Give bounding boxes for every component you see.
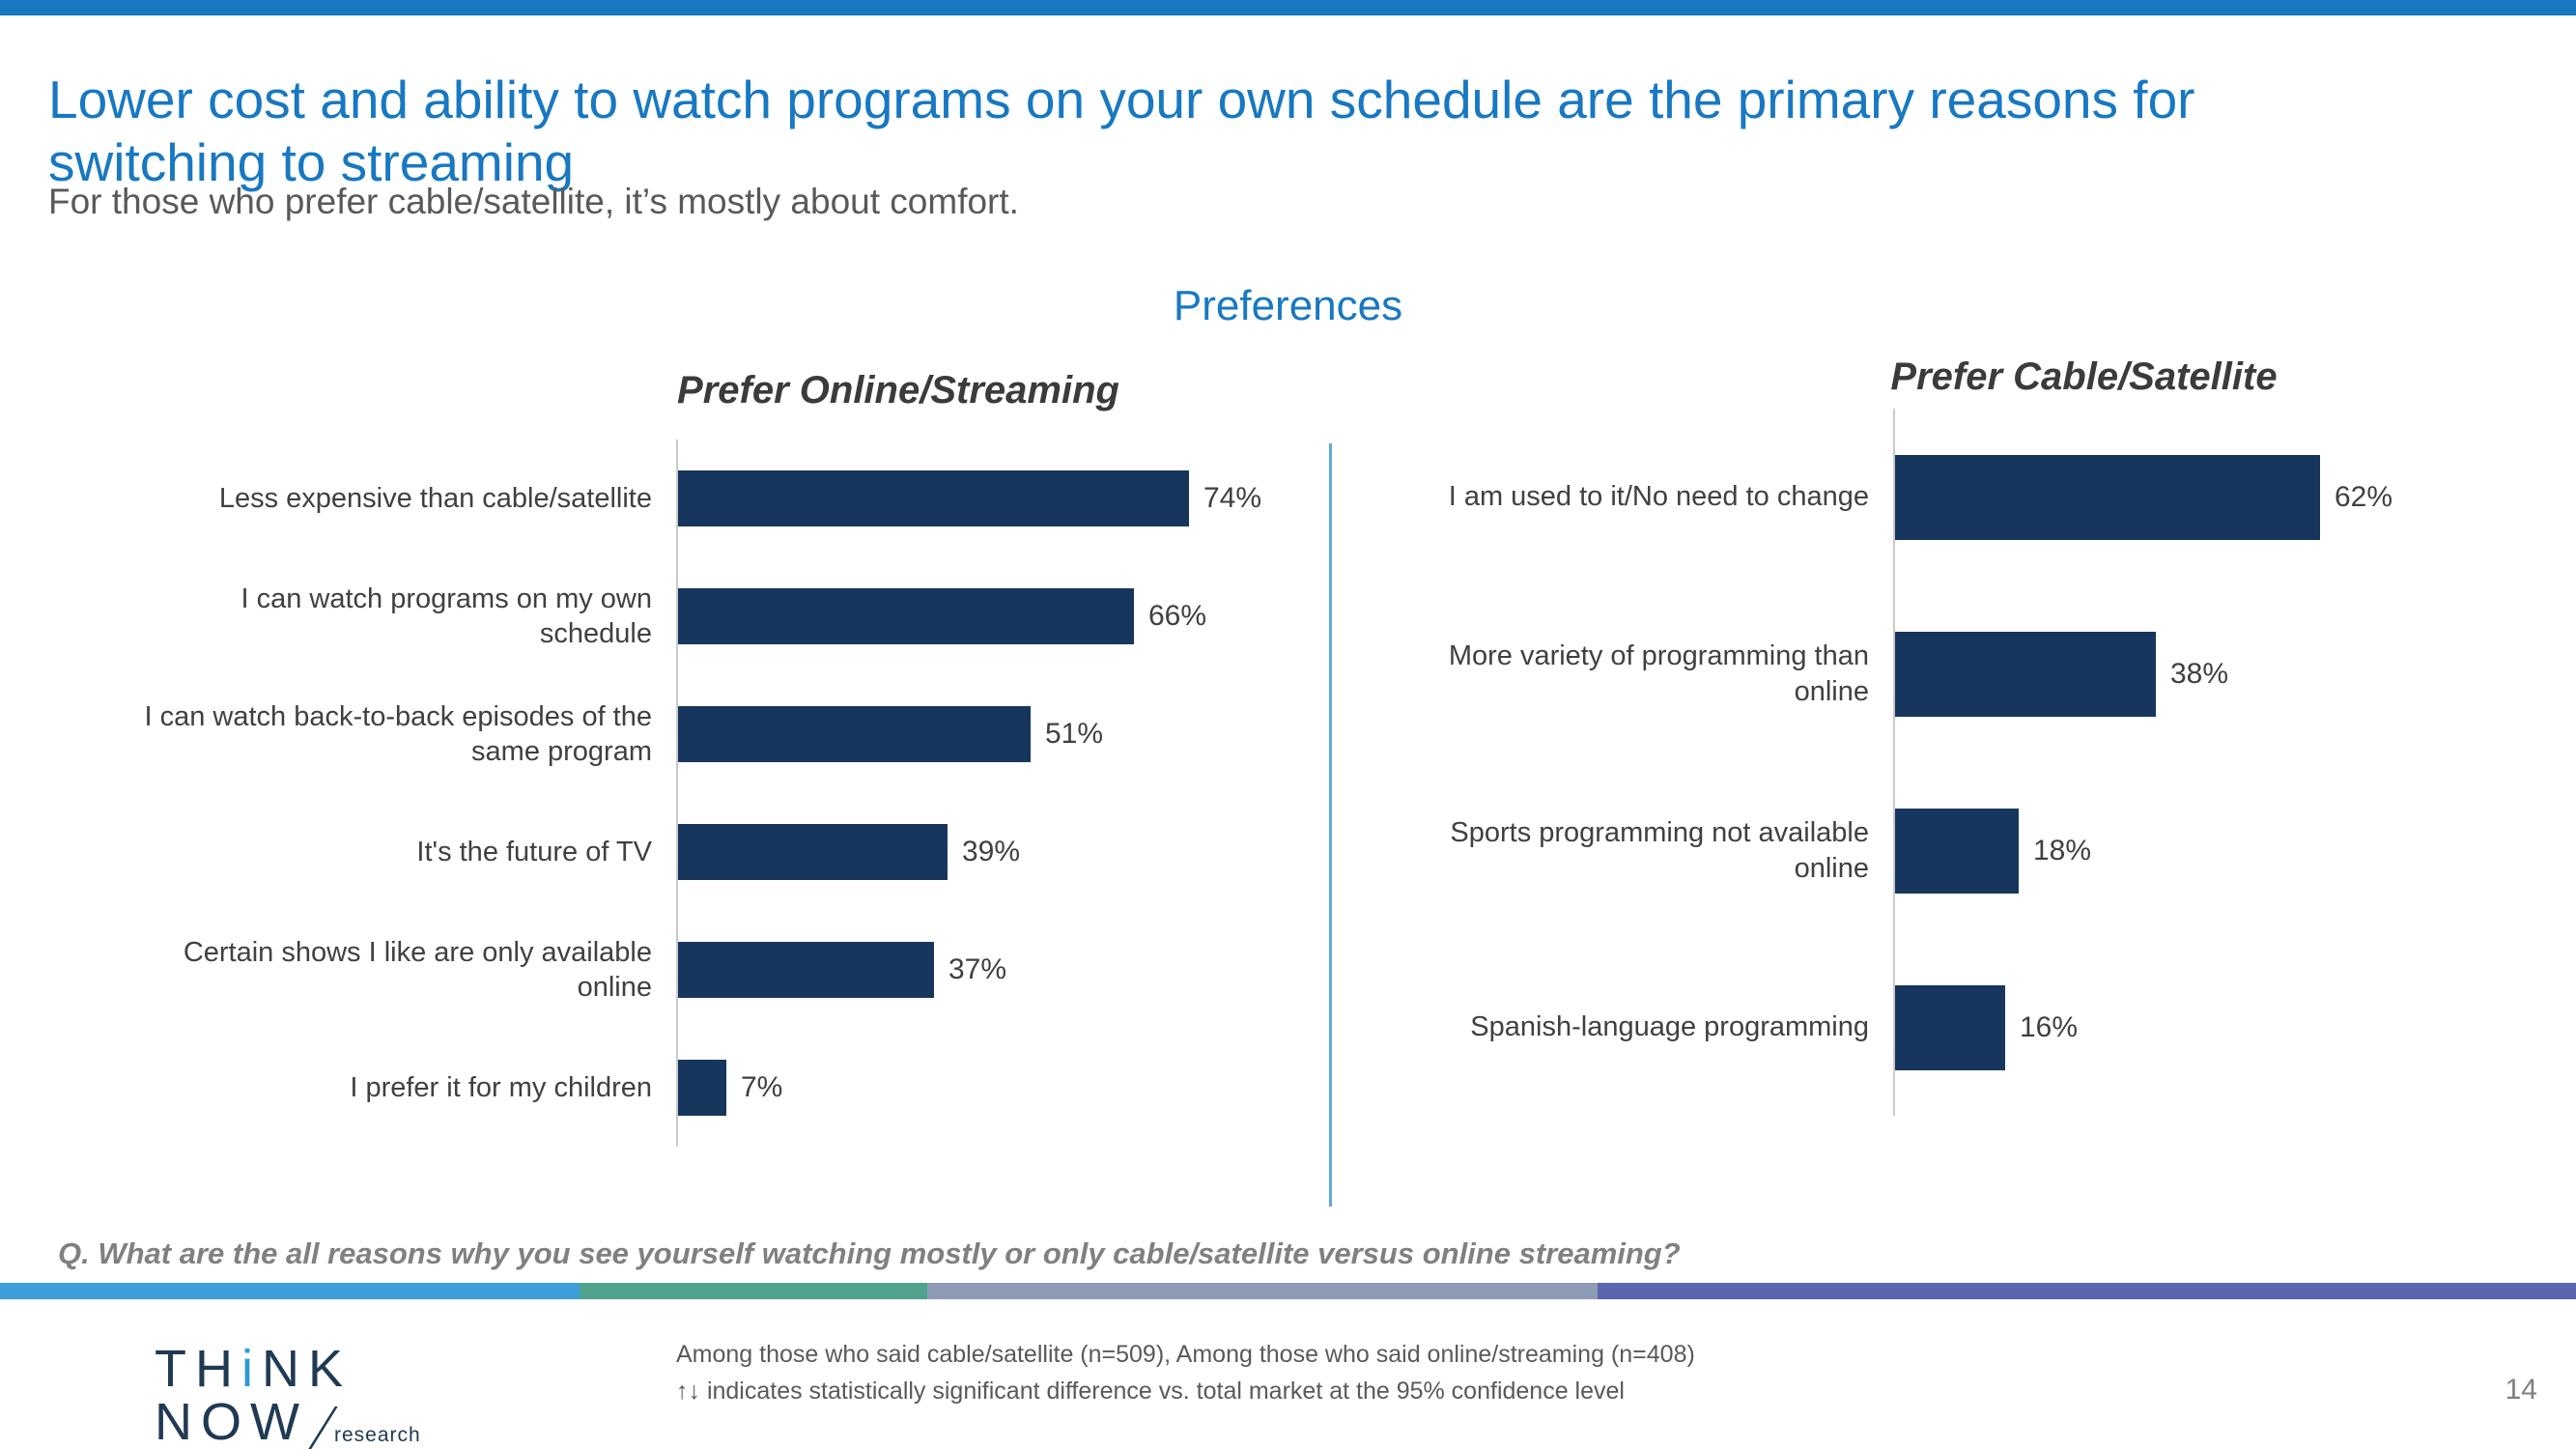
value-label: 51%	[1045, 718, 1104, 750]
value-label: 66%	[1148, 600, 1207, 632]
category-label: I am used to it/No need to change	[1448, 481, 1869, 513]
bar-zone: 37%	[676, 911, 1006, 1029]
bar	[678, 470, 1189, 526]
footnote-significance: ↑↓ indicates statistically significant d…	[676, 1377, 1625, 1405]
value-label: 38%	[2170, 657, 2229, 690]
value-label: 37%	[948, 953, 1007, 985]
bar-zone: 38%	[1893, 585, 2228, 762]
category-label: It's the future of TV	[416, 836, 652, 867]
bar	[1895, 454, 2320, 540]
logo-research-label: research	[333, 1423, 421, 1446]
logo-line2: NOW research	[155, 1393, 421, 1449]
category-label: I prefer it for my children	[350, 1071, 652, 1103]
accent-bar-segment	[927, 1283, 1598, 1299]
bar-zone: 66%	[676, 557, 1206, 675]
slide-subtitle: For those who prefer cable/satellite, it…	[48, 182, 1019, 221]
bar-zone: 18%	[1893, 762, 2091, 939]
survey-question: Q. What are the all reasons why you see …	[58, 1236, 1681, 1270]
chart-row: I prefer it for my children 7%	[126, 1029, 1261, 1147]
chart-title-online-streaming: Prefer Online/Streaming	[677, 369, 1119, 412]
value-label: 16%	[2020, 1010, 2079, 1043]
chart-row: I can watch back-to-back episodes of the…	[126, 675, 1261, 793]
chart-row: More variety of programming than online 3…	[1405, 585, 2392, 762]
accent-bar-segment	[0, 1283, 580, 1299]
footnotes: Among those who said cable/satellite (n=…	[676, 1337, 1695, 1409]
chart-row: I can watch programs on my own schedule 6…	[126, 557, 1261, 675]
chart-online-streaming: Less expensive than cable/satellite 74% I …	[126, 440, 1261, 1147]
footnote-sample-sizes: Among those who said cable/satellite (n=…	[676, 1341, 1695, 1368]
logo-line1: THiNK	[155, 1340, 352, 1398]
chart-row: Less expensive than cable/satellite 74%	[126, 440, 1261, 557]
chart-row: Certain shows I like are only available …	[126, 911, 1261, 1029]
bar-zone: 16%	[1893, 939, 2078, 1116]
logo-dotted-i: i	[241, 1340, 262, 1398]
bar	[678, 824, 948, 880]
bottom-accent-bar	[0, 1283, 2576, 1299]
value-label: 39%	[962, 836, 1021, 867]
chart-row: I am used to it/No need to change 62%	[1405, 409, 2392, 585]
thinknow-logo: THiNK NOW research	[155, 1340, 421, 1449]
chart-row: Sports programming not available online 1…	[1405, 762, 2392, 939]
category-label: Sports programming not available online	[1450, 817, 1869, 884]
chart-title-cable-satellite: Prefer Cable/Satellite	[1890, 355, 2278, 398]
category-label: Less expensive than cable/satellite	[218, 482, 652, 514]
category-label: Certain shows I like are only available …	[183, 936, 652, 1003]
bar-zone: 74%	[676, 440, 1261, 557]
bar-zone: 62%	[1893, 409, 2392, 585]
logo-research-wrap: research	[308, 1406, 421, 1449]
chart-divider-line	[1329, 443, 1332, 1207]
top-accent-bar	[0, 0, 2576, 15]
chart-cable-satellite: I am used to it/No need to change 62% More…	[1405, 409, 2392, 1116]
accent-bar-segment	[580, 1283, 928, 1299]
bar	[1895, 808, 2019, 894]
category-label: Spanish-language programming	[1470, 1011, 1869, 1043]
value-label: 62%	[2335, 480, 2393, 513]
value-label: 7%	[741, 1071, 783, 1103]
category-label: I can watch back-to-back episodes of the…	[144, 700, 652, 767]
value-label: 74%	[1203, 482, 1262, 514]
page-number: 14	[2505, 1374, 2537, 1406]
value-label: 18%	[2033, 834, 2092, 867]
bar	[1895, 984, 2005, 1070]
slide-title: Lower cost and ability to watch programs…	[48, 69, 2195, 192]
section-heading-preferences: Preferences	[1173, 282, 1403, 329]
bar-zone: 51%	[676, 675, 1103, 793]
accent-bar-segment	[1597, 1283, 2576, 1299]
bar	[678, 706, 1031, 762]
bar-zone: 7%	[676, 1029, 782, 1147]
bar	[678, 588, 1134, 644]
category-label: I can watch programs on my own schedule	[241, 582, 652, 649]
chart-row: Spanish-language programming 16%	[1405, 939, 2392, 1116]
chart-row: It's the future of TV 39%	[126, 793, 1261, 911]
bar	[1895, 631, 2156, 717]
bar	[678, 1060, 726, 1116]
category-label: More variety of programming than online	[1448, 640, 1869, 707]
bar	[678, 942, 934, 998]
bar-zone: 39%	[676, 793, 1020, 911]
